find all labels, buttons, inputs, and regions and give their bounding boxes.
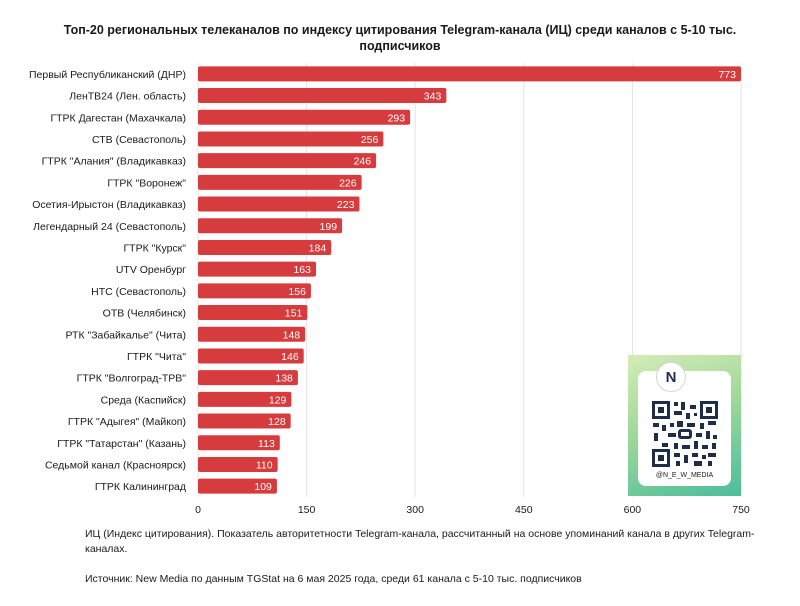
bar (198, 174, 362, 190)
category-label: ЛенТВ24 (Лен. область) (69, 91, 186, 103)
bar (198, 131, 384, 147)
data-label: 146 (281, 351, 299, 363)
footnote: ИЦ (Индекс цитирования). Показатель авто… (85, 528, 755, 555)
data-label: 156 (288, 286, 306, 298)
category-label: Среда (Каспийск) (101, 394, 186, 406)
bar (198, 326, 306, 342)
data-label: 110 (256, 459, 273, 471)
x-tick-label: 0 (195, 504, 201, 516)
x-tick-label: 300 (406, 504, 424, 516)
qr-code-icon (650, 399, 720, 469)
bar (198, 239, 332, 255)
bar (198, 109, 411, 125)
data-label: 128 (268, 416, 286, 428)
data-label: 163 (293, 264, 311, 276)
brand-logo-icon: N (656, 362, 686, 392)
category-label: ГТРК "Алания" (Владикавказ) (42, 156, 186, 168)
bar (198, 456, 278, 472)
x-tick-label: 600 (624, 504, 642, 516)
bar (198, 348, 304, 364)
data-label: 129 (269, 394, 287, 406)
bar (198, 478, 277, 494)
category-label: ГТРК "Адыгея" (Майкоп) (68, 416, 186, 428)
category-label: ГТРК "Чита" (127, 351, 186, 363)
chart-title: Топ-20 региональных телеканалов по индек… (63, 23, 737, 53)
category-label: СТВ (Севастополь) (92, 134, 186, 146)
category-label: РТК "Забайкалье" (Чита) (66, 329, 187, 341)
bar (198, 283, 311, 299)
data-label: 148 (283, 329, 301, 341)
x-tick-label: 450 (515, 504, 533, 516)
category-label: ГТРК "Татарстан" (Казань) (57, 438, 186, 450)
x-tick-label: 150 (298, 504, 316, 516)
category-label: ГТРК "Курск" (123, 242, 186, 254)
data-label: 109 (254, 481, 272, 493)
data-label: 184 (309, 242, 327, 254)
category-label: Седьмой канал (Красноярск) (45, 459, 186, 471)
x-tick-label: 750 (732, 504, 750, 516)
category-label: ГТРК "Воронеж" (107, 177, 186, 189)
category-label: Осетия-Ирыстон (Владикавказ) (32, 199, 186, 211)
data-label: 223 (337, 199, 355, 211)
bar (198, 66, 741, 82)
data-label: 199 (320, 221, 338, 233)
bar (198, 196, 360, 212)
data-label: 246 (354, 156, 372, 168)
bar (198, 153, 377, 169)
category-label: НТС (Севастополь) (91, 286, 186, 298)
bar (198, 88, 447, 104)
data-label: 293 (388, 112, 406, 124)
category-label: ОТВ (Челябинск) (103, 308, 186, 320)
data-label: 343 (424, 91, 442, 103)
category-label: ГТРК "Волгоград-ТРВ" (77, 373, 187, 385)
bar (198, 391, 292, 407)
category-label: Первый Республиканский (ДНР) (29, 69, 186, 81)
bar (198, 261, 317, 277)
category-label: ГТРК Калининград (95, 481, 186, 493)
bar (198, 305, 308, 321)
data-label: 113 (258, 438, 275, 450)
bar (198, 370, 298, 386)
data-label: 773 (718, 69, 736, 81)
bar (198, 435, 280, 451)
data-label: 138 (275, 373, 293, 385)
source-note: Источник: New Media по данным TGStat на … (85, 573, 582, 585)
qr-handle: @N_E_W_MEDIA (655, 472, 714, 479)
category-label: ГТРК Дагестан (Махачкала) (50, 112, 186, 124)
bar (198, 218, 343, 234)
bar (198, 413, 291, 429)
category-label: UTV Оренбург (116, 264, 186, 276)
category-label: Легендарный 24 (Севастополь) (33, 221, 186, 233)
data-label: 226 (339, 177, 357, 189)
data-label: 256 (361, 134, 379, 146)
data-label: 151 (285, 308, 303, 320)
